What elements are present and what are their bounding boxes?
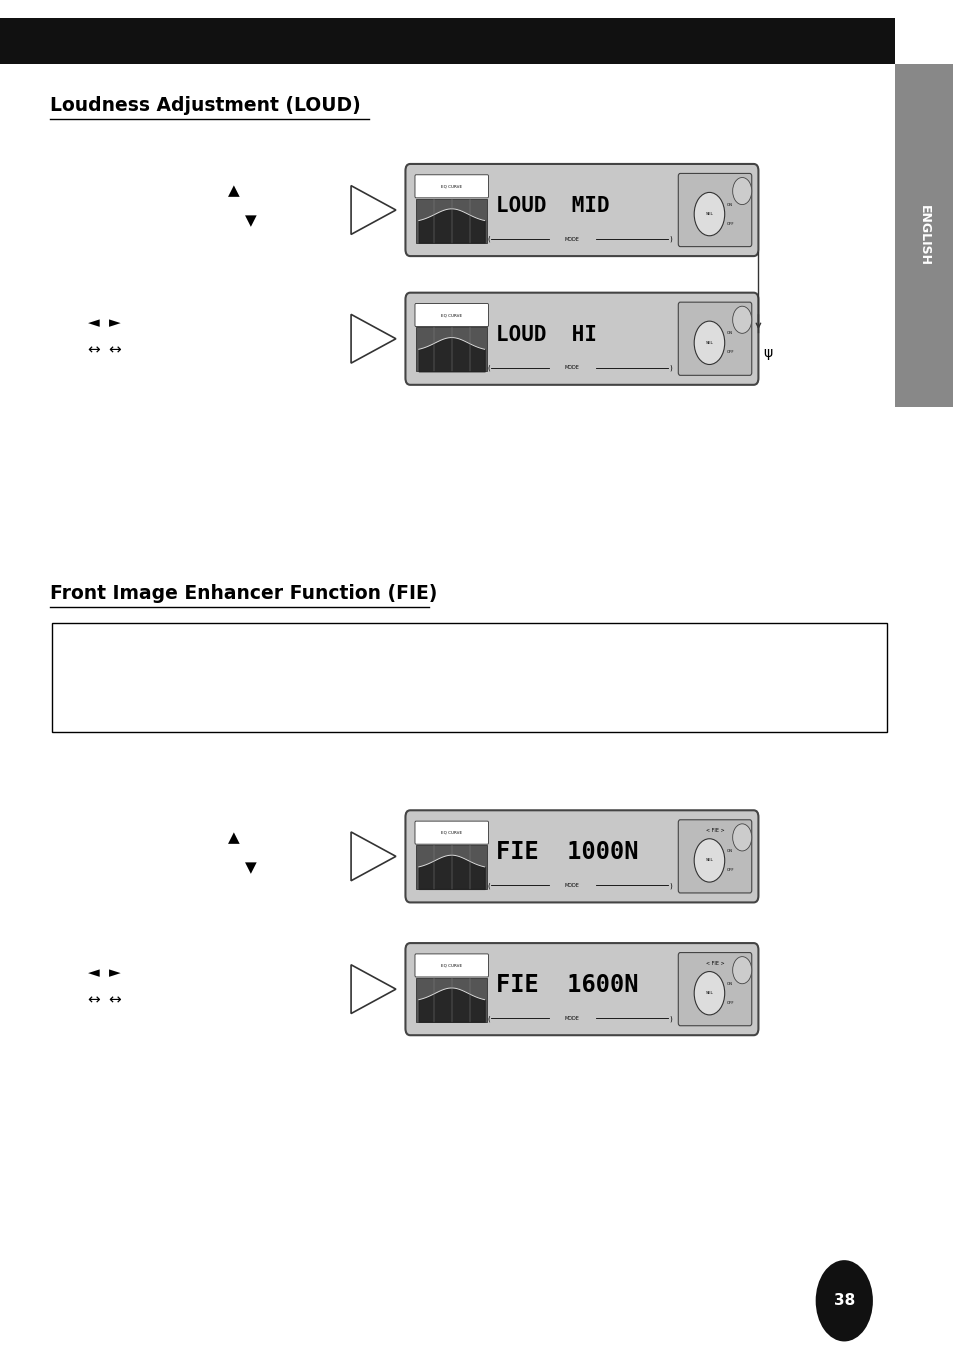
Bar xyxy=(416,978,487,1022)
Text: LOUD  MID: LOUD MID xyxy=(496,196,609,215)
Text: (: ( xyxy=(487,236,489,243)
FancyBboxPatch shape xyxy=(405,293,758,385)
Text: (: ( xyxy=(487,1015,489,1022)
Bar xyxy=(416,328,487,371)
Circle shape xyxy=(815,1260,872,1341)
Circle shape xyxy=(694,321,724,364)
Text: ◄: ◄ xyxy=(88,314,99,331)
Text: ►: ► xyxy=(109,965,120,981)
Text: OFF: OFF xyxy=(726,351,734,354)
Circle shape xyxy=(732,306,751,333)
Text: EQ CURVE: EQ CURVE xyxy=(440,313,462,317)
Text: MODE: MODE xyxy=(564,883,579,888)
Text: ►: ► xyxy=(109,314,120,331)
Text: (: ( xyxy=(487,364,489,371)
Text: EQ CURVE: EQ CURVE xyxy=(440,963,462,967)
FancyBboxPatch shape xyxy=(415,954,488,977)
Text: ON: ON xyxy=(726,982,732,985)
Text: ▼: ▼ xyxy=(245,213,256,229)
Text: < FIE >: < FIE > xyxy=(705,828,723,833)
Text: OFF: OFF xyxy=(726,1001,734,1004)
Text: ): ) xyxy=(669,236,671,243)
FancyBboxPatch shape xyxy=(405,943,758,1035)
Text: Front Image Enhancer Function (FIE): Front Image Enhancer Function (FIE) xyxy=(50,584,436,603)
Text: OFF: OFF xyxy=(726,222,734,225)
FancyBboxPatch shape xyxy=(678,173,751,247)
Bar xyxy=(416,846,487,889)
Bar xyxy=(894,64,953,406)
Text: ON: ON xyxy=(726,850,732,852)
Text: ↔: ↔ xyxy=(108,992,121,1008)
Text: 38: 38 xyxy=(833,1293,854,1309)
Text: ): ) xyxy=(669,1015,671,1022)
Text: < FIE >: < FIE > xyxy=(705,961,723,966)
Text: ▼: ▼ xyxy=(245,859,256,875)
Text: SEL: SEL xyxy=(705,341,713,344)
Circle shape xyxy=(732,957,751,984)
FancyBboxPatch shape xyxy=(415,175,488,198)
Circle shape xyxy=(732,178,751,205)
Circle shape xyxy=(694,839,724,882)
Bar xyxy=(52,623,886,732)
Text: Loudness Adjustment (LOUD): Loudness Adjustment (LOUD) xyxy=(50,96,360,115)
Text: ON: ON xyxy=(726,332,732,335)
Polygon shape xyxy=(351,186,395,234)
FancyBboxPatch shape xyxy=(678,820,751,893)
Text: MODE: MODE xyxy=(564,1016,579,1020)
Circle shape xyxy=(694,192,724,236)
FancyBboxPatch shape xyxy=(415,821,488,844)
Text: ↔: ↔ xyxy=(108,341,121,358)
FancyBboxPatch shape xyxy=(405,810,758,902)
Text: ▲: ▲ xyxy=(228,183,239,199)
Text: OFF: OFF xyxy=(726,869,734,871)
Polygon shape xyxy=(351,965,395,1014)
Text: EQ CURVE: EQ CURVE xyxy=(440,831,462,835)
Bar xyxy=(416,199,487,243)
Circle shape xyxy=(694,972,724,1015)
Text: ψ: ψ xyxy=(762,346,772,359)
Text: (: ( xyxy=(487,882,489,889)
Text: ↔: ↔ xyxy=(87,341,100,358)
Text: MODE: MODE xyxy=(564,366,579,370)
Text: ): ) xyxy=(669,882,671,889)
Text: ON: ON xyxy=(726,203,732,206)
Circle shape xyxy=(732,824,751,851)
Text: FIE  1000N: FIE 1000N xyxy=(496,840,638,864)
Text: ↔: ↔ xyxy=(87,992,100,1008)
FancyBboxPatch shape xyxy=(678,953,751,1026)
FancyBboxPatch shape xyxy=(678,302,751,375)
Polygon shape xyxy=(351,832,395,881)
Text: SEL: SEL xyxy=(705,213,713,215)
Text: MODE: MODE xyxy=(564,237,579,241)
FancyBboxPatch shape xyxy=(405,164,758,256)
Polygon shape xyxy=(351,314,395,363)
Bar xyxy=(0,18,894,64)
Text: FIE  1600N: FIE 1600N xyxy=(496,973,638,997)
Text: ): ) xyxy=(669,364,671,371)
FancyBboxPatch shape xyxy=(415,304,488,327)
Text: SEL: SEL xyxy=(705,859,713,862)
Text: ◄: ◄ xyxy=(88,965,99,981)
Text: ▲: ▲ xyxy=(228,829,239,846)
Text: SEL: SEL xyxy=(705,992,713,995)
Text: ENGLISH: ENGLISH xyxy=(917,205,930,266)
Text: EQ CURVE: EQ CURVE xyxy=(440,184,462,188)
Text: LOUD  HI: LOUD HI xyxy=(496,325,597,344)
